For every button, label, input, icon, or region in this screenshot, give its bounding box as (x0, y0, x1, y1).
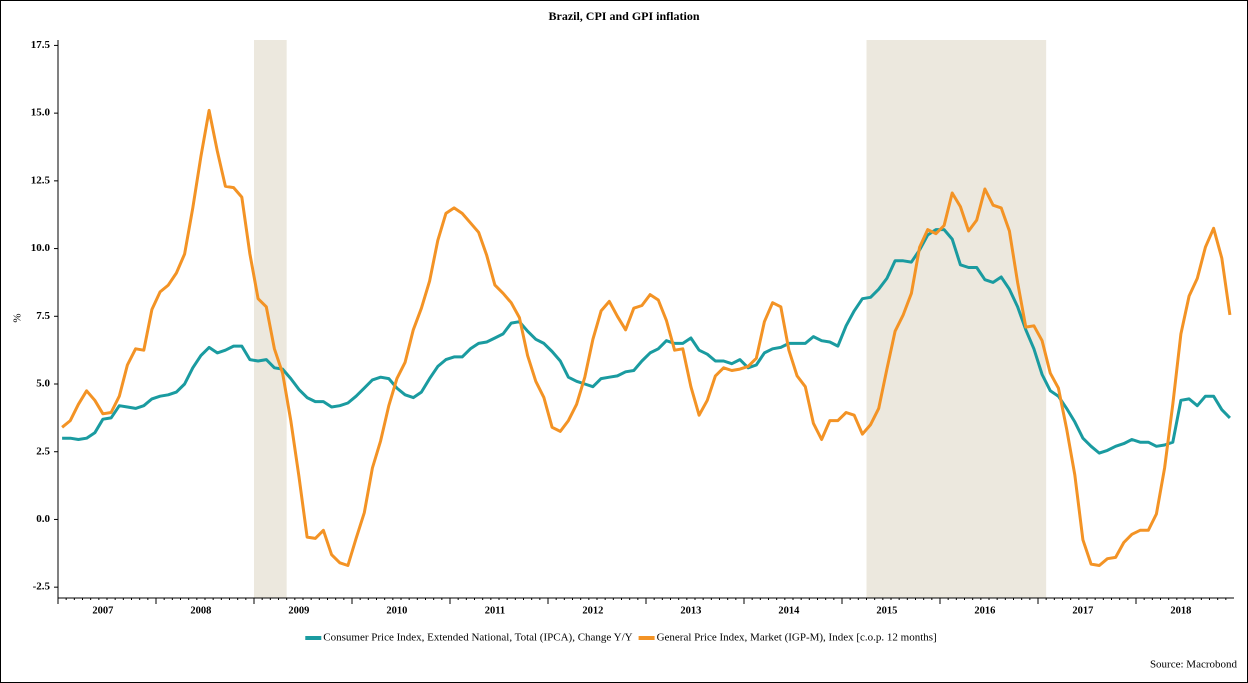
y-tick-label: 2.5 (36, 445, 50, 457)
y-tick-label: 5.0 (36, 378, 50, 390)
x-tick-label: 2016 (974, 605, 995, 616)
source: Source: Macrobond (1150, 659, 1238, 671)
y-axis-label: % (12, 313, 24, 322)
legend-label: General Price Index, Market (IGP-M), Ind… (657, 632, 937, 644)
x-tick-label: 2013 (680, 605, 701, 616)
x-tick-label: 2012 (582, 605, 603, 616)
x-tick-label: 2017 (1072, 605, 1093, 616)
shaded-period (866, 40, 1047, 598)
y-tick-label: 7.5 (36, 310, 50, 322)
x-tick-label: 2015 (876, 605, 897, 616)
x-tick-label: 2009 (288, 605, 309, 616)
y-tick-label: 12.5 (31, 174, 51, 186)
y-tick-label: 10.0 (31, 242, 51, 254)
x-tick-label: 2008 (190, 605, 211, 616)
x-tick-label: 2011 (485, 605, 505, 616)
series-line (62, 228, 1231, 455)
y-tick-label: 0.0 (36, 513, 50, 525)
x-tick-label: 2014 (778, 605, 800, 616)
chart-title: Brazil, CPI and GPI inflation (548, 9, 699, 23)
shaded-period (254, 40, 287, 598)
y-tick-label: -2.5 (33, 581, 51, 593)
x-tick-label: 2007 (92, 605, 113, 616)
series-line (61, 108, 1232, 567)
legend-label: Consumer Price Index, Extended National,… (323, 632, 632, 644)
x-tick-label: 2010 (386, 605, 407, 616)
y-tick-label: 15.0 (31, 107, 51, 119)
x-tick-label: 2018 (1170, 605, 1191, 616)
y-tick-label: 17.5 (31, 39, 51, 51)
